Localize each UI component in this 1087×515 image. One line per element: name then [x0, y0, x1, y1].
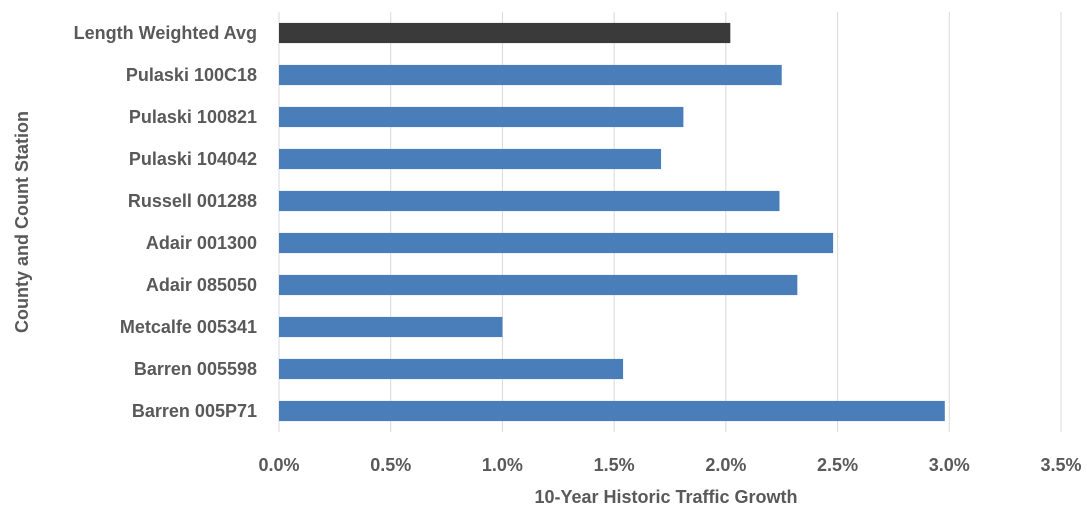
x-tick-label: 2.0% — [705, 455, 746, 475]
bar — [279, 274, 798, 296]
category-label: Barren 005598 — [134, 359, 257, 379]
category-label: Length Weighted Avg — [74, 23, 257, 43]
x-tick-label: 1.0% — [482, 455, 523, 475]
bar — [279, 22, 731, 44]
x-tick-label: 0.5% — [370, 455, 411, 475]
x-tick-label: 2.5% — [817, 455, 858, 475]
bar — [279, 64, 782, 86]
category-label: Pulaski 100C18 — [126, 65, 257, 85]
x-axis-title: 10-Year Historic Traffic Growth — [534, 487, 797, 507]
bar — [279, 358, 624, 380]
category-label: Metcalfe 005341 — [120, 317, 257, 337]
bar — [279, 106, 684, 128]
x-tick-label: 1.5% — [594, 455, 635, 475]
x-tick-labels: 0.0% 0.5% 1.0% 1.5% 2.0% 2.5% 3.0% 3.5% — [258, 455, 1081, 475]
x-tick-label: 0.0% — [258, 455, 299, 475]
x-tick-label: 3.5% — [1040, 455, 1081, 475]
x-tick-label: 3.0% — [929, 455, 970, 475]
bar — [279, 400, 945, 422]
bars — [279, 22, 945, 422]
category-label: Russell 001288 — [128, 191, 257, 211]
bar — [279, 232, 834, 254]
category-label: Barren 005P71 — [132, 401, 257, 421]
bar — [279, 148, 662, 170]
bar — [279, 190, 780, 212]
category-label: Adair 001300 — [146, 233, 257, 253]
bar — [279, 316, 503, 338]
category-label: Pulaski 100821 — [129, 107, 257, 127]
category-label: Pulaski 104042 — [129, 149, 257, 169]
y-axis-title: County and Count Station — [12, 111, 32, 333]
category-label: Adair 085050 — [146, 275, 257, 295]
category-labels: Length Weighted Avg Pulaski 100C18 Pulaski… — [74, 23, 257, 421]
